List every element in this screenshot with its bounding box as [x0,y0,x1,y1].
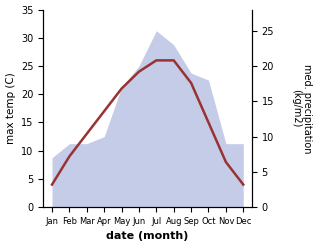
X-axis label: date (month): date (month) [107,231,189,242]
Y-axis label: max temp (C): max temp (C) [5,72,16,144]
Y-axis label: med. precipitation
(kg/m2): med. precipitation (kg/m2) [291,64,313,153]
